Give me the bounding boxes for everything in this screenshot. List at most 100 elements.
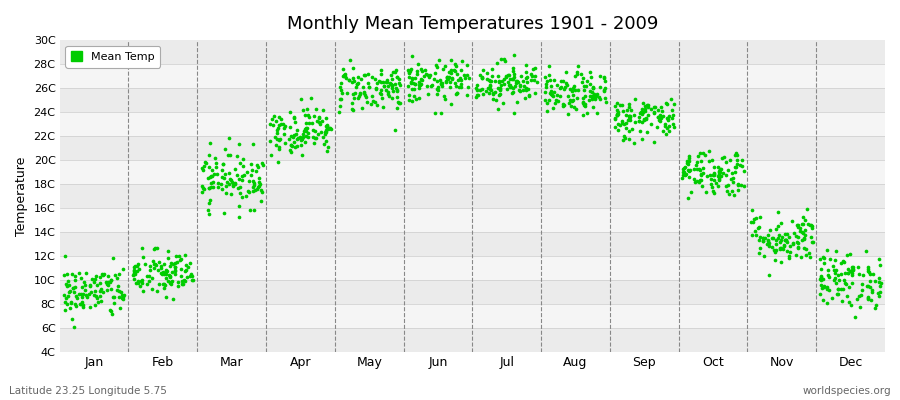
Point	[335, 89, 349, 96]
Point	[269, 118, 284, 124]
Point	[626, 140, 641, 146]
Point	[408, 75, 422, 81]
Point	[183, 272, 197, 279]
Point	[430, 86, 445, 92]
Point	[636, 100, 651, 106]
Point	[813, 290, 827, 297]
Point	[357, 72, 372, 78]
Point	[126, 272, 140, 278]
Point	[202, 197, 217, 203]
Point	[311, 114, 326, 120]
Point	[127, 270, 141, 277]
Point	[448, 68, 463, 74]
Point	[155, 270, 169, 277]
Point	[247, 181, 261, 188]
Title: Monthly Mean Temperatures 1901 - 2009: Monthly Mean Temperatures 1901 - 2009	[287, 15, 658, 33]
Point	[627, 112, 642, 118]
Point	[216, 161, 230, 168]
Point	[201, 206, 215, 213]
Point	[341, 77, 356, 84]
Point	[224, 177, 238, 183]
Point	[68, 284, 82, 290]
Point	[840, 252, 854, 258]
Point	[104, 307, 118, 313]
Point	[730, 152, 744, 158]
Point	[499, 58, 513, 64]
Point	[222, 176, 237, 182]
Point	[623, 113, 637, 119]
Point	[769, 226, 783, 232]
Point	[238, 192, 253, 199]
Point	[210, 171, 224, 177]
Point	[374, 66, 389, 73]
Point	[842, 268, 857, 275]
Point	[841, 266, 855, 272]
Point	[583, 81, 598, 87]
Point	[519, 68, 534, 75]
Point	[392, 98, 406, 105]
Point	[624, 107, 638, 113]
Point	[251, 163, 266, 170]
Point	[458, 75, 473, 82]
Point	[297, 128, 311, 134]
Point	[127, 276, 141, 282]
Point	[405, 53, 419, 59]
Point	[782, 249, 796, 255]
Point	[74, 291, 88, 297]
Point	[528, 73, 543, 79]
Point	[449, 91, 464, 98]
Point	[420, 91, 435, 98]
Point	[83, 282, 97, 288]
Point	[798, 217, 813, 223]
Point	[756, 238, 770, 244]
Point	[861, 264, 876, 270]
Point	[482, 77, 496, 83]
Point	[83, 283, 97, 289]
Point	[284, 143, 299, 150]
Point	[646, 104, 661, 110]
Point	[112, 294, 126, 300]
Point	[729, 150, 743, 156]
Point	[814, 265, 828, 272]
Point	[209, 164, 223, 170]
Point	[816, 284, 831, 290]
Point	[150, 267, 165, 273]
Point	[294, 136, 309, 142]
Point	[476, 67, 491, 73]
Point	[159, 294, 174, 300]
Point	[581, 97, 596, 103]
Point	[381, 91, 395, 97]
Point	[130, 268, 144, 274]
Point	[235, 173, 249, 179]
Point	[565, 88, 580, 94]
Point	[621, 117, 635, 124]
Point	[87, 276, 102, 282]
Point	[732, 187, 746, 193]
Point	[449, 83, 464, 89]
Point	[291, 136, 305, 142]
Point	[760, 238, 775, 244]
Point	[390, 88, 404, 94]
Point	[724, 188, 739, 194]
Point	[706, 190, 721, 196]
Point	[101, 278, 115, 285]
Point	[706, 164, 721, 170]
Point	[752, 236, 767, 243]
Point	[244, 172, 258, 178]
Point	[284, 142, 298, 148]
Point	[593, 96, 608, 102]
Point	[361, 70, 375, 77]
Point	[712, 174, 726, 180]
Point	[94, 293, 108, 299]
Point	[211, 184, 225, 191]
Point	[830, 291, 844, 297]
Point	[432, 56, 446, 63]
Point	[735, 157, 750, 164]
Point	[598, 84, 612, 91]
Point	[542, 72, 556, 79]
Point	[94, 297, 108, 304]
Point	[589, 93, 603, 99]
Point	[838, 280, 852, 286]
Point	[826, 277, 841, 283]
Point	[470, 86, 484, 93]
